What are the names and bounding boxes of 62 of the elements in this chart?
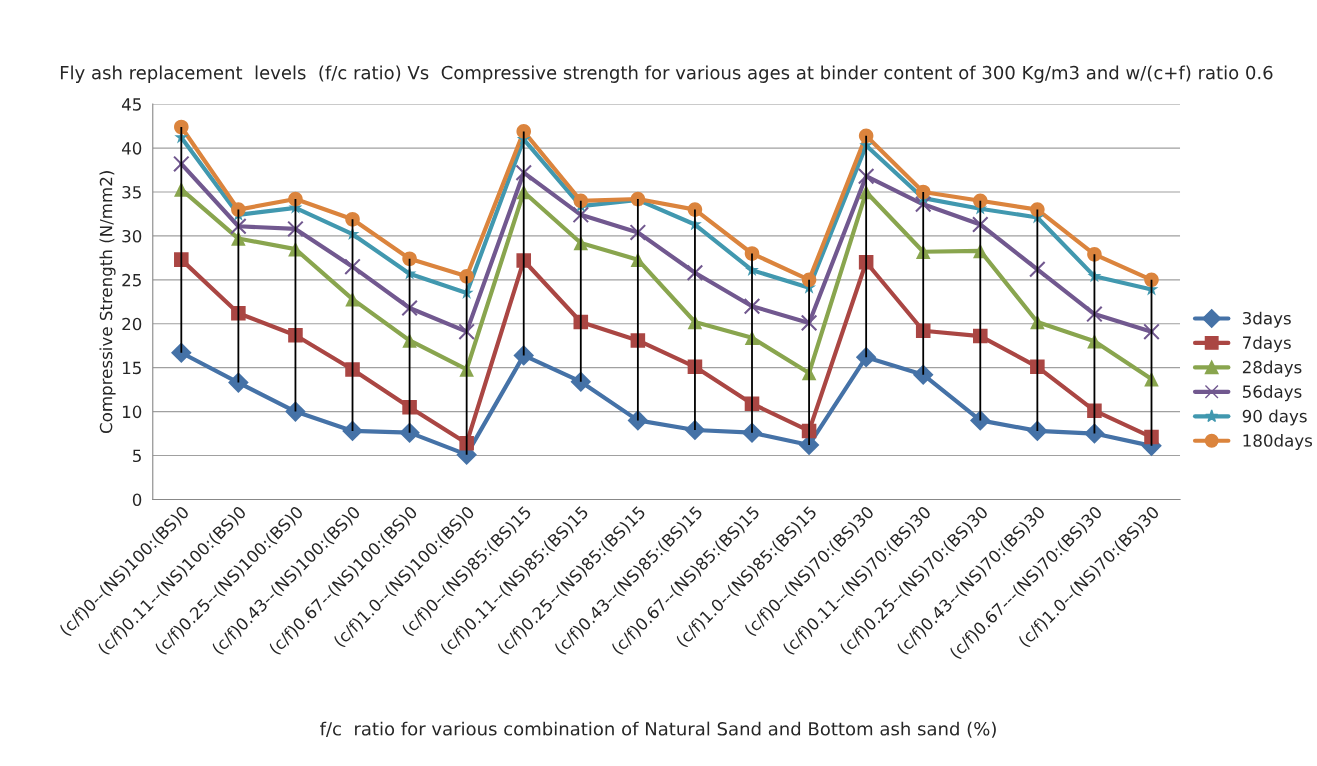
point	[1144, 272, 1159, 288]
point	[686, 264, 704, 282]
point	[399, 422, 420, 443]
point	[342, 420, 363, 442]
point	[855, 346, 877, 368]
point	[172, 155, 190, 173]
point	[912, 364, 934, 386]
y-tick-label: 35	[122, 185, 141, 199]
point	[573, 193, 589, 209]
y-tick-label: 45	[121, 98, 141, 111]
point	[345, 211, 360, 227]
point	[800, 314, 818, 332]
point	[1087, 247, 1102, 262]
point	[171, 342, 192, 364]
y-tick-label: 5	[133, 449, 141, 463]
point	[1087, 403, 1102, 418]
y-tick-label: 20	[122, 317, 142, 331]
legend-label: 90 days	[1242, 409, 1307, 426]
chart-title: Fly ash replacement levels (f/c ratio) Vs Compressive strength for various ages at binder content of 300 Kg/m3 and w/(c+f) ratio 0.6	[60, 65, 1273, 83]
point	[288, 191, 303, 207]
point	[570, 371, 592, 393]
point	[288, 327, 303, 343]
y-tick-label: 30	[122, 229, 142, 243]
point	[402, 399, 417, 415]
y-axis-title: Compressive Strength (N/mm2)	[99, 171, 116, 434]
point	[230, 217, 247, 235]
point	[402, 251, 417, 267]
point	[513, 345, 535, 366]
point	[228, 372, 249, 393]
point	[743, 297, 761, 315]
point	[572, 206, 590, 224]
y-tick-label: 15	[122, 361, 141, 375]
point	[684, 419, 706, 441]
point	[287, 220, 304, 238]
point	[285, 401, 306, 422]
point	[1027, 420, 1048, 442]
point	[344, 258, 361, 275]
point	[401, 299, 418, 317]
y-tick-label: 25	[122, 273, 141, 287]
point	[1086, 305, 1103, 323]
point	[345, 362, 360, 377]
point	[515, 164, 533, 182]
point	[971, 216, 989, 233]
x-axis-title: f/c ratio for various combination of Natural Sand and Bottom ash sand (%)	[320, 721, 996, 738]
legend-label: 180days	[1243, 433, 1313, 451]
legend-label: 7days	[1243, 336, 1291, 353]
point	[627, 410, 649, 431]
point	[969, 410, 991, 431]
point	[914, 195, 932, 213]
point	[1144, 429, 1159, 445]
legend-label: 56days	[1242, 385, 1302, 402]
y-tick-label: 40	[121, 142, 142, 155]
point	[1084, 423, 1105, 444]
legend-label: 28days	[1242, 360, 1302, 377]
point	[857, 167, 875, 185]
point	[1143, 323, 1160, 340]
point	[629, 224, 647, 241]
point	[458, 323, 475, 340]
y-tick-label: 10	[122, 405, 142, 419]
y-tick-label: 0	[132, 493, 142, 506]
legend-label: 3days	[1242, 311, 1291, 328]
point	[1029, 260, 1046, 278]
